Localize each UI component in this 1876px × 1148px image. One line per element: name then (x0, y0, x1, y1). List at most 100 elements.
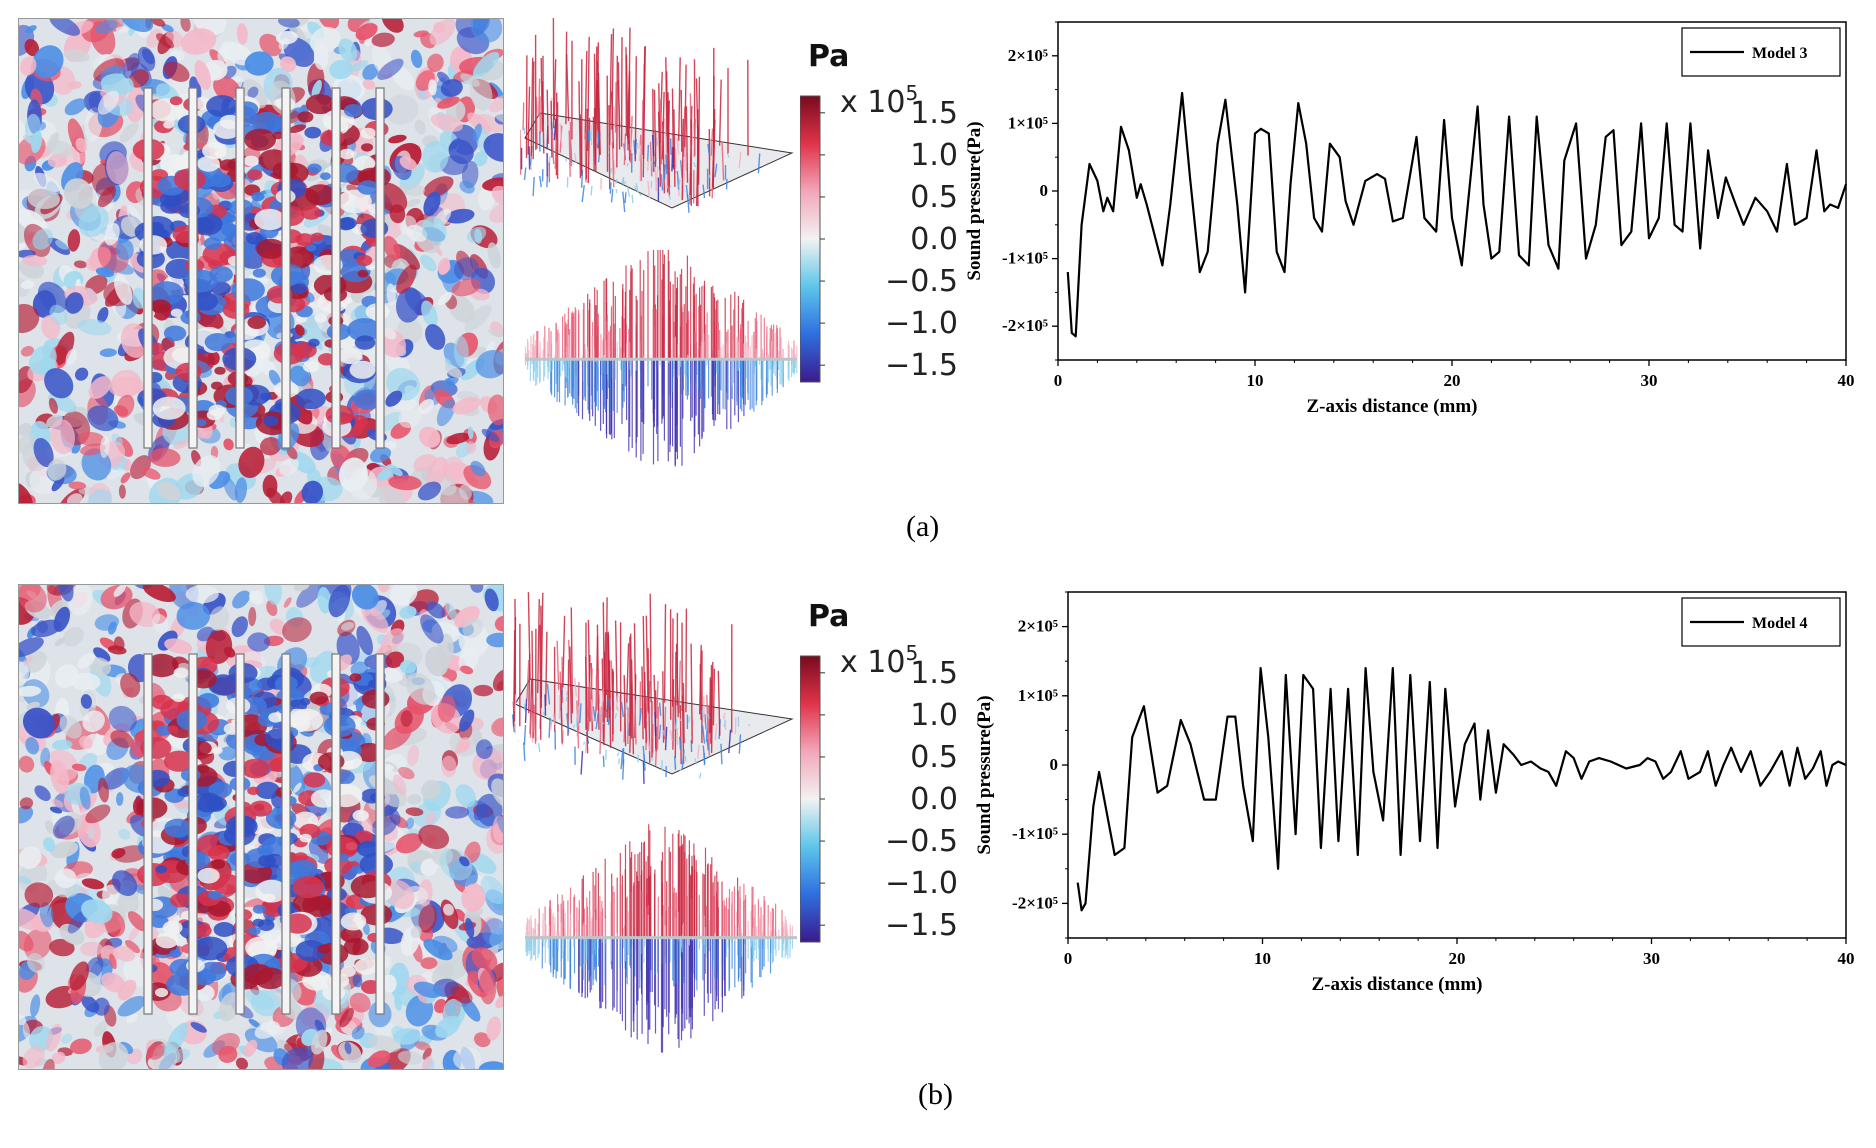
field-blob (349, 673, 362, 682)
field-blob (146, 1043, 165, 1060)
field-blob (111, 848, 126, 859)
field-blob (211, 873, 242, 895)
field-blob (407, 794, 422, 805)
field-blob (198, 961, 227, 982)
surface-spike (646, 159, 650, 172)
surface-spike (612, 671, 614, 742)
surface-spike (512, 629, 516, 727)
field-blob (395, 287, 423, 323)
field-blob (442, 456, 466, 483)
field-blob (437, 71, 451, 85)
field-blob (128, 925, 140, 942)
field-blob (70, 672, 101, 691)
field-blob (197, 155, 220, 172)
field-blob (317, 353, 336, 366)
field-blob (362, 63, 379, 81)
field-blob (260, 392, 272, 401)
field-blob (54, 331, 75, 366)
field-blob (444, 378, 455, 389)
field-blob (124, 459, 132, 472)
field-blob (445, 806, 470, 819)
field-blob (54, 868, 77, 889)
field-blob (125, 940, 141, 954)
surface-spike (721, 141, 725, 181)
surface-spike (564, 158, 568, 162)
field-blob (245, 936, 278, 960)
field-blob (349, 992, 371, 1013)
field-blob (309, 691, 329, 705)
field-blob (421, 1056, 433, 1070)
field-blob (488, 328, 503, 338)
y-tick-label: -2×10⁵ (1012, 893, 1058, 912)
field-blob (398, 407, 421, 429)
surface-spike (650, 706, 653, 739)
field-blob (36, 620, 49, 634)
field-blob (218, 992, 240, 1022)
surface-spike (684, 64, 687, 151)
field-blob (366, 1034, 401, 1053)
field-blob (341, 622, 355, 631)
field-blob (111, 433, 123, 446)
field-blob (24, 25, 37, 34)
surface-spike (581, 184, 585, 203)
field-blob (214, 366, 226, 375)
field-blob (155, 865, 168, 874)
field-blob (223, 438, 234, 451)
colorbar-tick-label: 0.0 (910, 782, 958, 817)
field-blob (248, 1018, 261, 1029)
field-blob (460, 665, 474, 675)
surface-spike (523, 742, 526, 761)
field-blob (120, 216, 139, 237)
field-blob (420, 614, 444, 644)
field-blob (222, 214, 236, 224)
surface-spike (590, 185, 593, 196)
field-blob (107, 621, 117, 635)
surface-spike (621, 177, 625, 184)
surface-spike (709, 677, 711, 734)
surface-spike (580, 170, 584, 188)
field-blob (197, 867, 220, 884)
surface-spike (529, 164, 533, 171)
surface-spike (706, 713, 710, 719)
surface-spike (597, 131, 600, 149)
series-line (1066, 91, 1848, 338)
field-blob (107, 645, 127, 655)
y-tick-label: 0 (1050, 755, 1059, 774)
field-blob (283, 246, 315, 269)
field-blob (423, 938, 453, 961)
surface-spike (678, 660, 681, 714)
field-blob (405, 198, 421, 207)
surface-spike (569, 121, 572, 167)
surface-spike (682, 682, 685, 744)
surface-spike (631, 194, 634, 204)
field-blob (356, 254, 373, 267)
surface-spike (524, 703, 526, 712)
field-blob (299, 697, 311, 706)
field-blob (117, 979, 137, 1001)
surface-spike (710, 661, 714, 754)
surface-spike (565, 696, 568, 702)
field-blob (340, 912, 367, 931)
colorbar-tick-label: −1.5 (885, 908, 958, 943)
surface-spike (640, 134, 643, 182)
field-blob (422, 216, 447, 244)
field-blob (115, 238, 134, 261)
surface-spike (579, 703, 582, 724)
surface-spike (614, 620, 618, 702)
surface-spike (722, 712, 726, 720)
field-blob (18, 303, 40, 334)
field-blob (47, 458, 67, 481)
surface-spike (569, 646, 573, 724)
surface-spike (702, 745, 706, 764)
field-blob (20, 56, 37, 76)
surface-spike (642, 761, 645, 784)
field-blob (437, 695, 456, 723)
transducer-rod (188, 87, 198, 449)
field-blob (165, 1022, 189, 1054)
transducer-rod (143, 653, 153, 1015)
field-blob (491, 778, 504, 808)
field-blob (407, 744, 420, 767)
surface-spike (583, 741, 586, 745)
colorbar-scale: x 105 (840, 81, 918, 120)
field-blob (20, 280, 35, 290)
